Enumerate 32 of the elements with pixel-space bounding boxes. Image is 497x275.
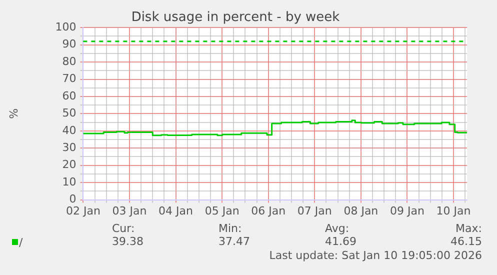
y-tick-label: 0: [69, 192, 76, 206]
text: 37.47: [218, 235, 251, 248]
y-tick-label: 90: [62, 38, 76, 51]
text: Cur:: [112, 222, 136, 236]
y-tick-label: 40: [62, 124, 76, 137]
y-tick-label: 100: [55, 20, 76, 34]
text: Max:: [454, 222, 482, 236]
x-tick-label: 04 Jan: [158, 204, 194, 218]
y-tick-label: 30: [62, 141, 76, 154]
x-tick-label: 09 Jan: [390, 204, 424, 218]
x-tick-label: 06 Jan: [251, 204, 286, 218]
x-tick-label: 03 Jan: [112, 204, 147, 218]
x-tick-label: 05 Jan: [204, 204, 240, 218]
x-tick-label: 10 Jan: [436, 204, 471, 218]
x-tick-label: 08 Jan: [344, 204, 378, 218]
text: 39.38: [112, 235, 144, 248]
text: 41.69: [324, 235, 358, 248]
y-axis-title: %: [7, 108, 20, 119]
x-tick-label: 02 Jan: [66, 204, 100, 218]
legend-label: /: [19, 236, 23, 248]
y-tick-label: 10: [62, 175, 76, 188]
y-tick-label: 80: [62, 54, 76, 68]
chart-title: Disk usage in percent - by week: [131, 10, 340, 26]
text: 46.15: [450, 235, 482, 248]
text: Avg:: [324, 222, 350, 236]
y-tick-label: 50: [62, 106, 76, 120]
y-tick-label: 60: [62, 89, 76, 102]
text: Min:: [218, 222, 243, 236]
y-tick-label: 20: [62, 158, 76, 172]
x-tick-label: 07 Jan: [297, 204, 332, 218]
y-tick-label: 70: [62, 72, 76, 86]
text: Last update: Sat Jan 10 19:05:00 2026: [268, 248, 482, 262]
